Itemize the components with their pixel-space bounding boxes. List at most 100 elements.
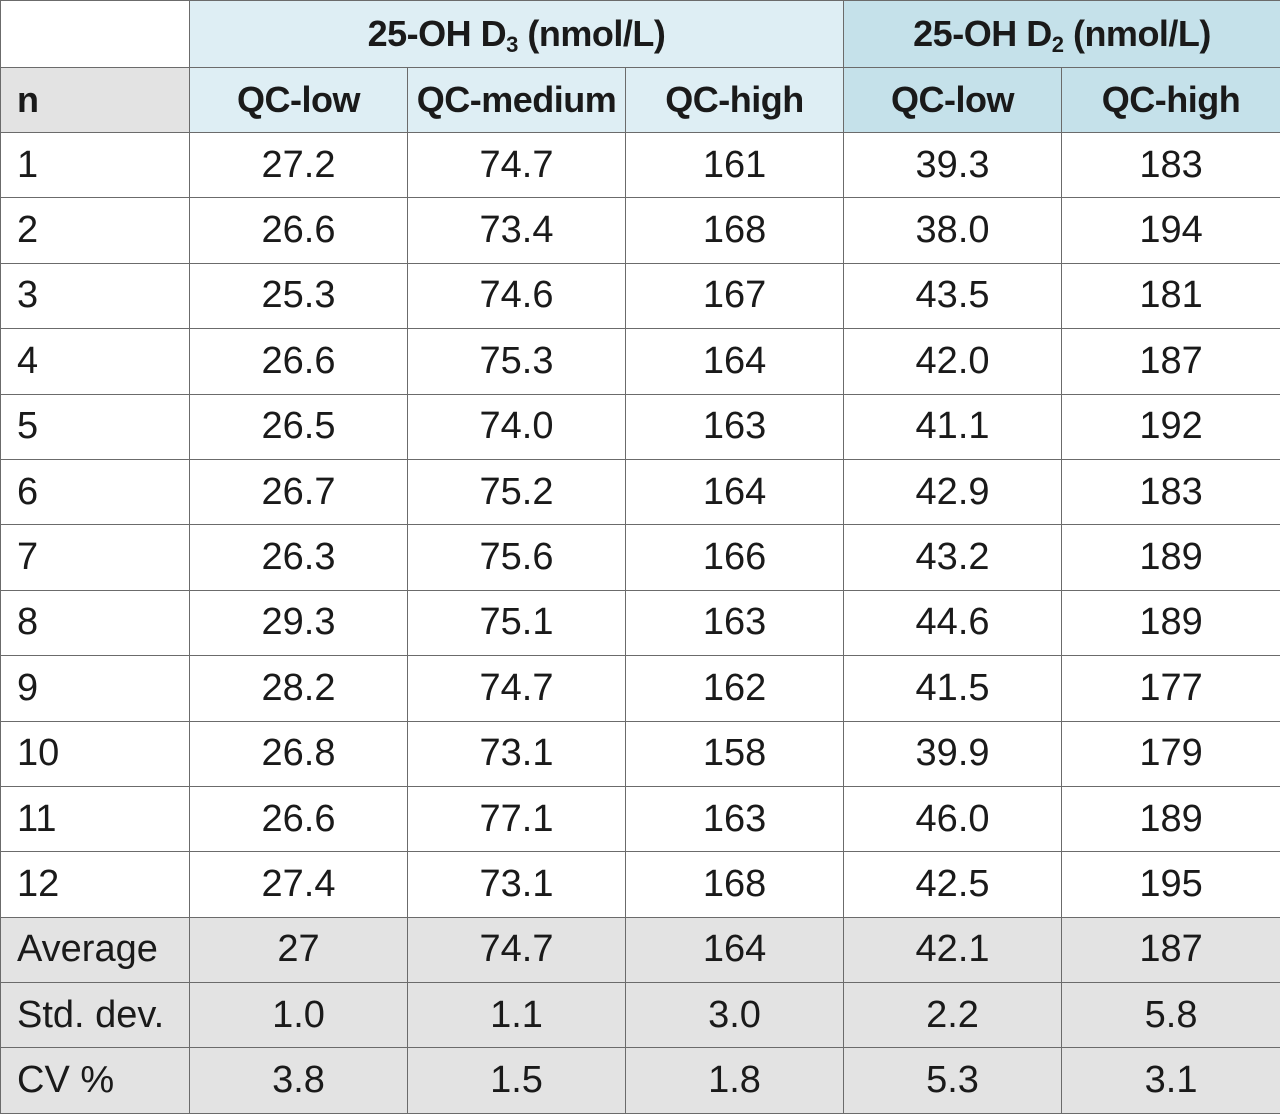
column-header: QC-high <box>624 67 845 133</box>
table-cell: 75.1 <box>407 589 626 657</box>
table-cell: 3.0 <box>624 982 845 1049</box>
row-label: 4 <box>0 328 190 395</box>
table-cell: 73.4 <box>407 197 626 264</box>
table-row: 9 28.2 74.7 162 41.5 177 <box>0 655 1280 722</box>
table-body: 1 27.2 74.7 161 39.3 183 2 26.6 73.4 168 38.0 194 3 2… <box>0 131 1280 1114</box>
row-label: 5 <box>0 393 190 460</box>
table-cell: 183 <box>1061 131 1280 199</box>
table-cell: 73.1 <box>407 851 626 918</box>
table-cell: 75.6 <box>407 524 626 591</box>
row-label: 1 <box>0 131 190 199</box>
table-cell: 166 <box>624 524 845 591</box>
row-label: 7 <box>0 524 190 591</box>
table-cell: 1.8 <box>624 1047 845 1114</box>
table-cell: 26.3 <box>189 524 408 591</box>
table-row: 8 29.3 75.1 163 44.6 189 <box>0 589 1280 657</box>
table-cell: 1.5 <box>407 1047 626 1114</box>
table-cell: 168 <box>624 197 845 264</box>
table-cell: 1.0 <box>189 982 408 1049</box>
group-header-d2: 25-OH D2 (nmol/L) <box>843 0 1280 68</box>
table-cell: 43.2 <box>843 524 1063 591</box>
table-row: 10 26.8 73.1 158 39.9 179 <box>0 720 1280 787</box>
table-cell: 3.8 <box>189 1047 408 1114</box>
table-cell: 183 <box>1061 458 1280 526</box>
table-cell: 77.1 <box>407 785 626 853</box>
table-cell: 74.0 <box>407 393 626 460</box>
row-label: 11 <box>0 785 190 853</box>
table-cell: 181 <box>1061 262 1280 330</box>
column-header: QC-low <box>189 67 408 133</box>
table-row: 2 26.6 73.4 168 38.0 194 <box>0 197 1280 264</box>
column-header-row: n QC-low QC-medium QC-high QC-low QC-hig… <box>0 67 1280 133</box>
table-cell: 28.2 <box>189 655 408 722</box>
table-cell: 26.7 <box>189 458 408 526</box>
table-cell: 187 <box>1061 916 1280 984</box>
table-cell: 26.5 <box>189 393 408 460</box>
row-label: Std. dev. <box>0 982 190 1049</box>
table-cell: 74.7 <box>407 655 626 722</box>
row-label: 6 <box>0 458 190 526</box>
table-cell: 75.3 <box>407 328 626 395</box>
table-row: 12 27.4 73.1 168 42.5 195 <box>0 851 1280 918</box>
column-header: QC-medium <box>407 67 626 133</box>
table-cell: 167 <box>624 262 845 330</box>
table-cell: 26.6 <box>189 785 408 853</box>
table-cell: 41.1 <box>843 393 1063 460</box>
table-cell: 195 <box>1061 851 1280 918</box>
table-cell: 27 <box>189 916 408 984</box>
table-cell: 43.5 <box>843 262 1063 330</box>
table-row: 3 25.3 74.6 167 43.5 181 <box>0 262 1280 330</box>
group-name-d2: 25-OH D <box>913 13 1052 54</box>
table-cell: 194 <box>1061 197 1280 264</box>
table-cell: 42.5 <box>843 851 1063 918</box>
table-cell: 164 <box>624 916 845 984</box>
table-cell: 187 <box>1061 328 1280 395</box>
table-cell: 2.2 <box>843 982 1063 1049</box>
table-cell: 163 <box>624 785 845 853</box>
row-header-label: n <box>0 67 190 133</box>
row-label: 8 <box>0 589 190 657</box>
table-cell: 189 <box>1061 524 1280 591</box>
row-label: 9 <box>0 655 190 722</box>
table-cell: 75.2 <box>407 458 626 526</box>
table-cell: 42.9 <box>843 458 1063 526</box>
row-label: 10 <box>0 720 190 787</box>
group-subscript-d2: 2 <box>1051 32 1064 57</box>
table-cell: 5.8 <box>1061 982 1280 1049</box>
table-cell: 74.6 <box>407 262 626 330</box>
table-cell: 46.0 <box>843 785 1063 853</box>
table-cell: 164 <box>624 458 845 526</box>
table-cell: 162 <box>624 655 845 722</box>
row-label: 12 <box>0 851 190 918</box>
table-cell: 163 <box>624 393 845 460</box>
table-cell: 1.1 <box>407 982 626 1049</box>
table-row: 1 27.2 74.7 161 39.3 183 <box>0 131 1280 199</box>
table-cell: 42.1 <box>843 916 1063 984</box>
table-cell: 163 <box>624 589 845 657</box>
column-header: QC-low <box>843 67 1063 133</box>
group-header-d3: 25-OH D3 (nmol/L) <box>188 0 845 68</box>
table-cell: 74.7 <box>407 916 626 984</box>
row-label: CV % <box>0 1047 190 1114</box>
table-cell: 5.3 <box>843 1047 1063 1114</box>
table-cell: 26.6 <box>189 328 408 395</box>
row-label: Average <box>0 916 190 984</box>
group-subscript-d3: 3 <box>506 32 518 57</box>
summary-row: Average 27 74.7 164 42.1 187 <box>0 916 1280 984</box>
table-cell: 168 <box>624 851 845 918</box>
table-cell: 26.8 <box>189 720 408 787</box>
table-cell: 44.6 <box>843 589 1063 657</box>
table-row: 5 26.5 74.0 163 41.1 192 <box>0 393 1280 460</box>
table-cell: 27.4 <box>189 851 408 918</box>
group-name-d3: 25-OH D <box>367 13 507 54</box>
table-cell: 177 <box>1061 655 1280 722</box>
table-row: 11 26.6 77.1 163 46.0 189 <box>0 785 1280 853</box>
table-cell: 42.0 <box>843 328 1063 395</box>
table-cell: 164 <box>624 328 845 395</box>
row-label: 3 <box>0 262 190 330</box>
summary-row: Std. dev. 1.0 1.1 3.0 2.2 5.8 <box>0 982 1280 1049</box>
table-row: 4 26.6 75.3 164 42.0 187 <box>0 328 1280 395</box>
group-header-row: 25-OH D3 (nmol/L) 25-OH D2 (nmol/L) <box>0 0 1280 68</box>
table-row: 7 26.3 75.6 166 43.2 189 <box>0 524 1280 591</box>
